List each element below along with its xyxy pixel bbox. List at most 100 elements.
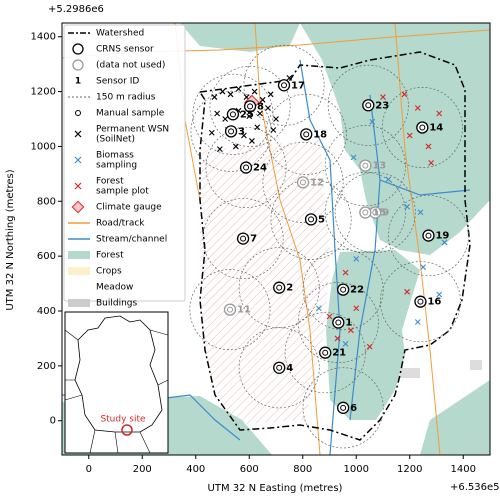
sensor-id: 22 (350, 285, 364, 296)
legend-symbol (72, 43, 84, 55)
biomass-sample (350, 154, 357, 161)
x-axis-label: UTM 32 N Easting (metres) (208, 483, 343, 494)
crns-sensor (332, 316, 345, 329)
crns-sensor (319, 346, 332, 359)
crns-sensor (226, 108, 240, 121)
forest-plot (414, 105, 421, 111)
radius-circle (262, 141, 344, 223)
crns-sensor-core (281, 82, 288, 89)
x-tick-label: 200 (133, 464, 152, 475)
legend-label: Crops (96, 267, 122, 277)
x-tick-label: 0 (86, 464, 92, 475)
wsn-node (211, 94, 218, 100)
forest-area (326, 250, 420, 420)
crns-sensor (239, 161, 253, 174)
sensor-id: 19 (435, 231, 449, 242)
wsn-node (270, 127, 277, 133)
sensor-id: 14 (429, 123, 443, 134)
crns-sensor (243, 100, 257, 113)
study-site-marker (121, 424, 133, 436)
crns-sensor-core (340, 404, 347, 411)
crns-sensor (223, 303, 237, 316)
sensor-id: 16 (427, 297, 441, 308)
sensor-id: 12 (310, 177, 324, 188)
legend-symbol-text: 1 (75, 77, 81, 87)
y-tick-label: 600 (37, 251, 56, 262)
crns-sensor (277, 79, 291, 92)
y-tick-label: 1200 (31, 87, 56, 98)
sensor-id: 21 (332, 348, 346, 359)
forest-plot (425, 143, 432, 150)
legend-symbol (74, 182, 82, 190)
radius-circle (238, 247, 320, 329)
y-tick-label: 0 (50, 416, 56, 427)
forest-plot (334, 335, 341, 342)
crns-sensor (273, 361, 286, 374)
crns-sensor (236, 232, 250, 245)
legend-label: Road/track (96, 219, 145, 229)
crns-sensor-core (335, 319, 342, 326)
legend-label: Buildings (96, 299, 138, 309)
radius-circle (324, 172, 406, 254)
crns-sensor (362, 99, 375, 112)
borders (64, 329, 169, 454)
crns-sensor-core (425, 232, 432, 239)
legend-label: Biomass (96, 151, 134, 161)
wsn-node (222, 116, 229, 122)
legend-label: Stream/channel (96, 235, 167, 245)
radius-circle (209, 65, 291, 147)
biomass-sample (342, 341, 349, 347)
legend-label: CRNS sensor (96, 45, 154, 55)
radius-circle (297, 282, 379, 363)
biomass-sample (353, 255, 360, 262)
biomass-sample (441, 239, 448, 246)
wsn-node (219, 88, 226, 95)
legend-label: Climate gauge (96, 203, 162, 213)
biomass-sample (417, 209, 424, 216)
crns-sensor-core (340, 286, 347, 293)
legend: Watershed CRNS sensor (data not used) 1 Sens… (63, 24, 186, 325)
wsn-node (251, 88, 258, 95)
radius-circle (192, 73, 274, 155)
x-tick-label: 1200 (397, 464, 422, 475)
legend-label: Sensor ID (96, 77, 139, 87)
sensor-id: 3 (238, 126, 245, 137)
crns-sensor-core (322, 349, 329, 356)
legend-label: sample plot (96, 187, 149, 197)
forest-plot (326, 313, 333, 320)
wsn-node (273, 116, 279, 122)
radius-circle (388, 195, 469, 277)
radius-circle (334, 172, 416, 254)
sensor-id: 11 (237, 305, 251, 316)
y-tick-label: 1400 (31, 32, 56, 43)
forest-plot (436, 110, 443, 117)
plot-frame (61, 22, 491, 456)
crns-sensor (336, 401, 350, 414)
wsn-node (214, 110, 221, 117)
radius-circle (243, 44, 325, 126)
crns-sensor-core (417, 298, 424, 305)
forest-plot (353, 305, 360, 312)
radius-circle (381, 87, 463, 168)
crns-sensor (273, 281, 286, 294)
inset-map: Study site (64, 311, 169, 454)
wsn-node (227, 91, 234, 98)
crns-sensor (304, 213, 318, 226)
sensor-id: 13 (372, 161, 386, 172)
crns-sensor-core (362, 162, 369, 169)
y-axis-label: UTM 32 N Northing (metres) (5, 169, 16, 310)
biomass-sample (420, 264, 427, 271)
crns-sensor-core (226, 306, 233, 313)
legend-label: sampling (96, 161, 137, 171)
radius-circle (238, 327, 320, 409)
sensor-id: 15 (372, 208, 386, 219)
building (400, 368, 420, 378)
x-offset: +6.536e5 (450, 482, 500, 493)
radius-circle (202, 198, 284, 280)
crns-sensor-core (365, 102, 372, 109)
sensor-id: 23 (375, 100, 389, 111)
legend-symbol (68, 251, 90, 259)
sensor-id: 8 (257, 101, 264, 112)
